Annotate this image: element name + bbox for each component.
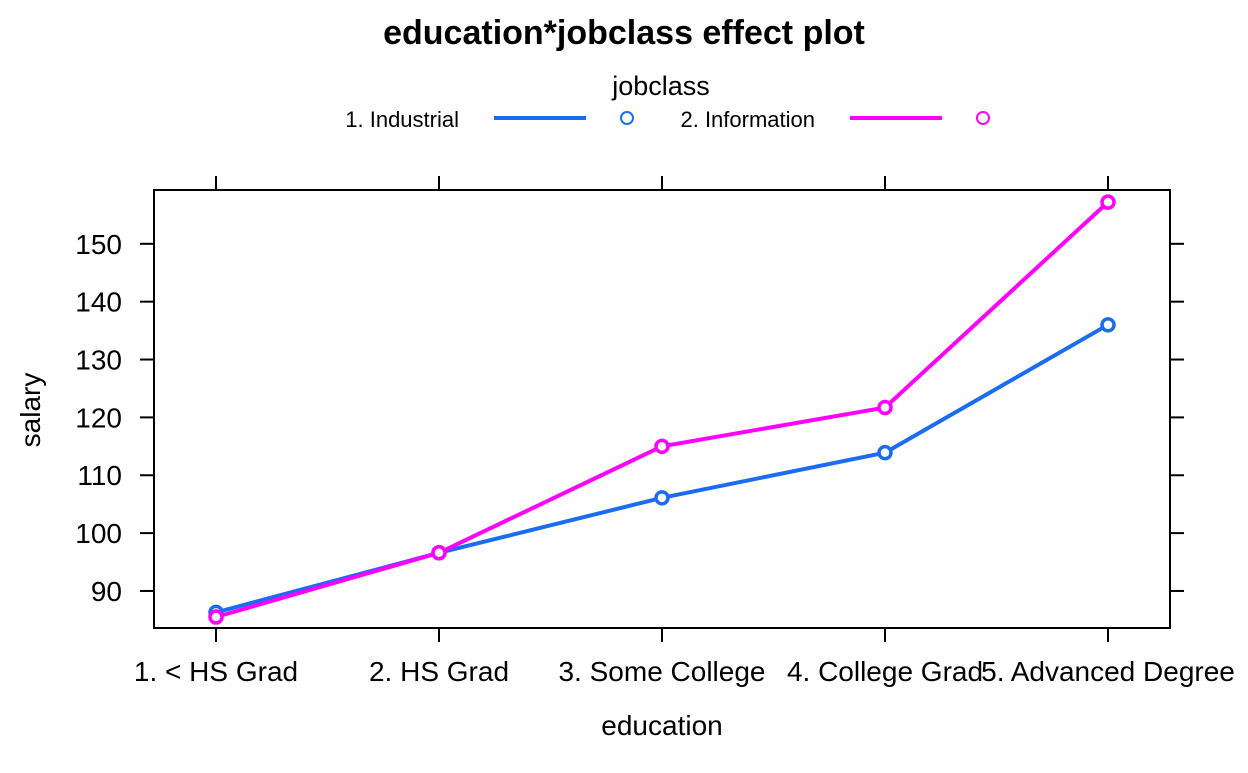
y-axis: 90 100 110 120 130 140 150 (75, 229, 1184, 607)
y-axis-label: salary (15, 373, 46, 448)
series-line (215, 200, 1110, 619)
legend-label: 1. Industrial (345, 107, 459, 132)
legend: jobclass 1. Industrial 2. Information (345, 71, 990, 132)
y-tick-label: 110 (77, 460, 122, 491)
chart-title: education*jobclass effect plot (383, 14, 865, 52)
x-axis-label: education (601, 710, 722, 741)
x-tick-label: 4. College Grad (787, 656, 983, 687)
plot-frame (153, 189, 1171, 629)
y-tick-label: 140 (75, 287, 122, 318)
legend-point-swatch (620, 111, 634, 125)
x-tick-label: 5. Advanced Degree (981, 656, 1235, 687)
series-line (215, 323, 1109, 615)
x-tick-label: 1. < HS Grad (134, 656, 298, 687)
data-point (1100, 317, 1116, 333)
legend-label: 2. Information (680, 107, 815, 132)
y-tick-label: 130 (75, 345, 122, 376)
y-tick-label: 150 (75, 229, 122, 260)
data-point (654, 438, 670, 455)
data-point (1100, 194, 1116, 210)
data-point (877, 444, 893, 461)
legend-title: jobclass (611, 71, 710, 101)
legend-point-swatch (976, 111, 990, 125)
x-tick-label: 2. HS Grad (369, 656, 509, 687)
x-tick-label: 3. Some College (558, 656, 765, 687)
data-point (877, 399, 893, 416)
data-point (431, 545, 447, 561)
y-tick-label: 120 (75, 402, 122, 433)
series-layer (208, 194, 1116, 625)
y-tick-label: 90 (91, 576, 122, 607)
data-point (654, 490, 670, 506)
y-tick-label: 100 (75, 518, 122, 549)
x-axis: 1. < HS Grad 2. HS Grad 3. Some College 4. … (134, 176, 1235, 687)
data-point (208, 609, 224, 625)
